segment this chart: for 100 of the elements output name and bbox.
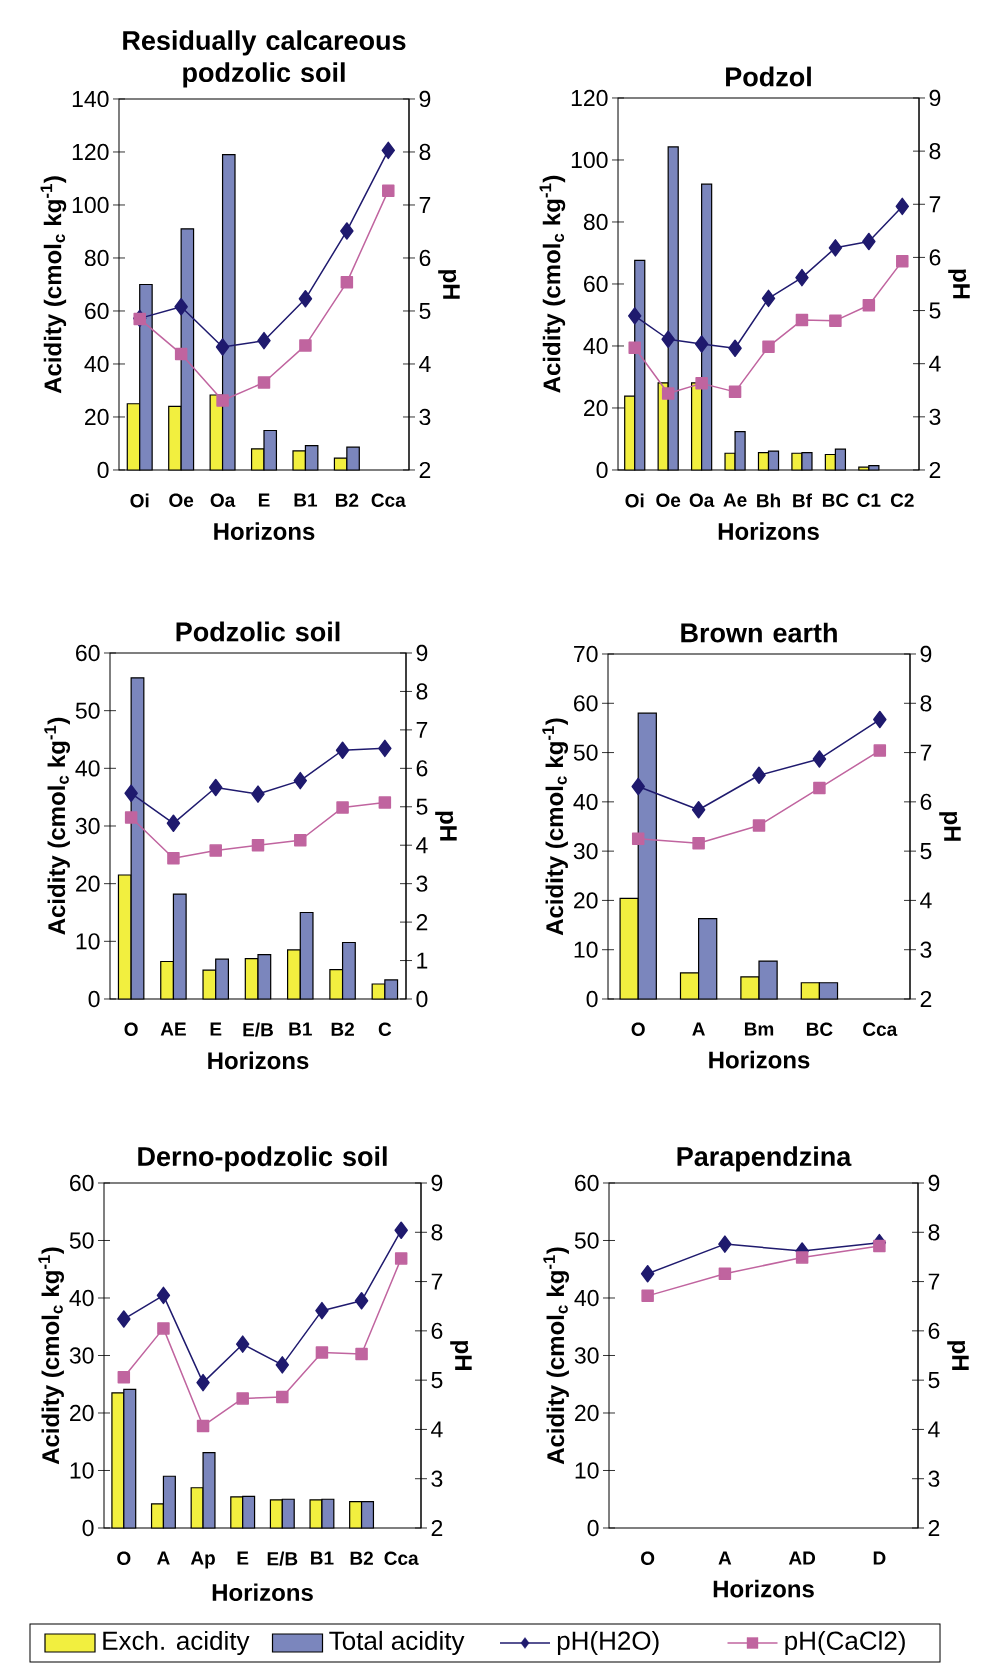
y-tick-label: 20 — [85, 408, 109, 426]
y2-tick-label: 9 — [419, 90, 431, 108]
y-axis-title: Acidity (cmol$_{c}$ kg$^{-1}$) — [542, 718, 569, 936]
y2-tick-label: 2 — [419, 461, 431, 479]
y-tick-label: 0 — [587, 1519, 599, 1537]
point — [661, 330, 675, 348]
y-tick-label: 40 — [69, 1289, 94, 1307]
x-axis-title: Horizons — [718, 522, 819, 540]
point — [862, 232, 876, 251]
point — [631, 777, 645, 796]
y-tick-label: 20 — [70, 1404, 94, 1422]
y-tick-label: 60 — [85, 302, 109, 320]
x-tick-label: Oa — [689, 493, 715, 507]
y2-axis-title: pH — [450, 1341, 472, 1370]
y2-tick-label: 0 — [416, 990, 428, 1008]
point — [215, 338, 230, 356]
chart-title: Residually calcareous podzolic soil — [123, 30, 406, 88]
point — [695, 377, 708, 390]
point — [124, 811, 138, 824]
y-tick-label: 20 — [76, 875, 100, 892]
point — [196, 1373, 210, 1392]
y2-tick-label: 5 — [920, 843, 932, 860]
point — [117, 1310, 131, 1328]
y2-tick-label: 6 — [929, 249, 941, 266]
point — [355, 1347, 368, 1361]
point — [691, 800, 706, 819]
y2-tick-label: 5 — [419, 302, 431, 319]
y2-tick-label: 9 — [920, 645, 932, 663]
x-tick-label: A — [692, 1022, 705, 1036]
x-axis-title: Horizons — [713, 1579, 814, 1598]
point — [354, 1292, 369, 1310]
x-tick-label: B2 — [331, 1022, 354, 1036]
point — [298, 290, 313, 308]
x-axis-title: Horizons — [212, 1583, 313, 1602]
y2-axis-title: pH — [435, 811, 457, 841]
x-tick-label: AE — [160, 1022, 186, 1036]
y-tick-label: 10 — [70, 1462, 94, 1479]
y2-tick-label: 7 — [929, 196, 941, 213]
y-tick-label: 10 — [575, 1462, 599, 1479]
x-tick-label: C1 — [857, 493, 881, 507]
point — [276, 1390, 289, 1404]
point — [692, 837, 705, 850]
x-tick-label: Cca — [384, 1551, 419, 1565]
point — [251, 838, 265, 852]
y2-tick-label: 7 — [928, 1273, 940, 1290]
x-tick-label: Bh — [757, 493, 780, 508]
point — [862, 298, 876, 312]
x-tick-label: O — [631, 1022, 645, 1036]
point — [628, 341, 641, 354]
x-tick-label: Ae — [723, 493, 747, 507]
x-tick-label: E — [237, 1551, 249, 1565]
y2-tick-label: 8 — [431, 1224, 443, 1241]
y-tick-label: 30 — [573, 842, 598, 860]
y-tick-label: 40 — [583, 337, 608, 355]
y-tick-label: 30 — [75, 817, 100, 835]
point — [299, 339, 312, 352]
point — [762, 340, 775, 353]
legend-label: Exch. acidity — [103, 1630, 250, 1656]
point — [124, 784, 138, 803]
y-tick-label: 10 — [574, 941, 598, 958]
point — [640, 1264, 655, 1283]
x-axis-title: Horizons — [214, 522, 315, 540]
x-tick-label: B1 — [289, 1022, 312, 1036]
x-tick-label: E/B — [243, 1022, 273, 1037]
point — [752, 766, 766, 784]
y-tick-label: 60 — [575, 1174, 599, 1192]
x-tick-label: BC — [806, 1022, 833, 1036]
y2-tick-label: 3 — [416, 875, 428, 892]
point — [315, 1346, 329, 1359]
x-tick-label: C — [378, 1022, 392, 1036]
point — [873, 710, 887, 729]
y2-tick-label: 6 — [928, 1322, 940, 1339]
y-tick-label: 40 — [574, 1289, 599, 1307]
y-tick-label: 80 — [583, 213, 608, 231]
y-tick-label: 20 — [574, 892, 598, 909]
point — [828, 239, 843, 257]
point — [728, 339, 742, 358]
y-axis-title: Acidity (cmol$_{c}$ kg$^{-1}$) — [40, 176, 67, 394]
y-tick-label: 60 — [76, 644, 100, 662]
x-tick-label: B2 — [350, 1551, 373, 1565]
point — [829, 314, 842, 327]
y2-tick-label: 9 — [431, 1174, 443, 1192]
y-axis-title: Acidity (cmol$_{c}$ kg$^{-1}$) — [539, 175, 566, 393]
y2-axis-title: pH — [438, 270, 460, 299]
point — [156, 1286, 171, 1305]
point — [812, 750, 827, 768]
y-tick-label: 100 — [72, 196, 109, 214]
x-tick-label: E/B — [267, 1551, 298, 1566]
y-tick-label: 20 — [575, 1404, 599, 1422]
y-tick-label: 40 — [84, 355, 109, 373]
y-axis-title: Acidity (cmol$_{c}$ kg$^{-1}$) — [38, 1247, 65, 1465]
point — [728, 385, 742, 399]
x-tick-label: B2 — [335, 493, 359, 507]
point — [275, 1356, 290, 1374]
y2-tick-label: 2 — [928, 1519, 940, 1537]
point — [896, 254, 909, 268]
y2-axis-title: pH — [947, 1341, 969, 1370]
point — [336, 801, 349, 814]
point — [117, 1370, 131, 1384]
y2-tick-label: 2 — [920, 990, 932, 1008]
